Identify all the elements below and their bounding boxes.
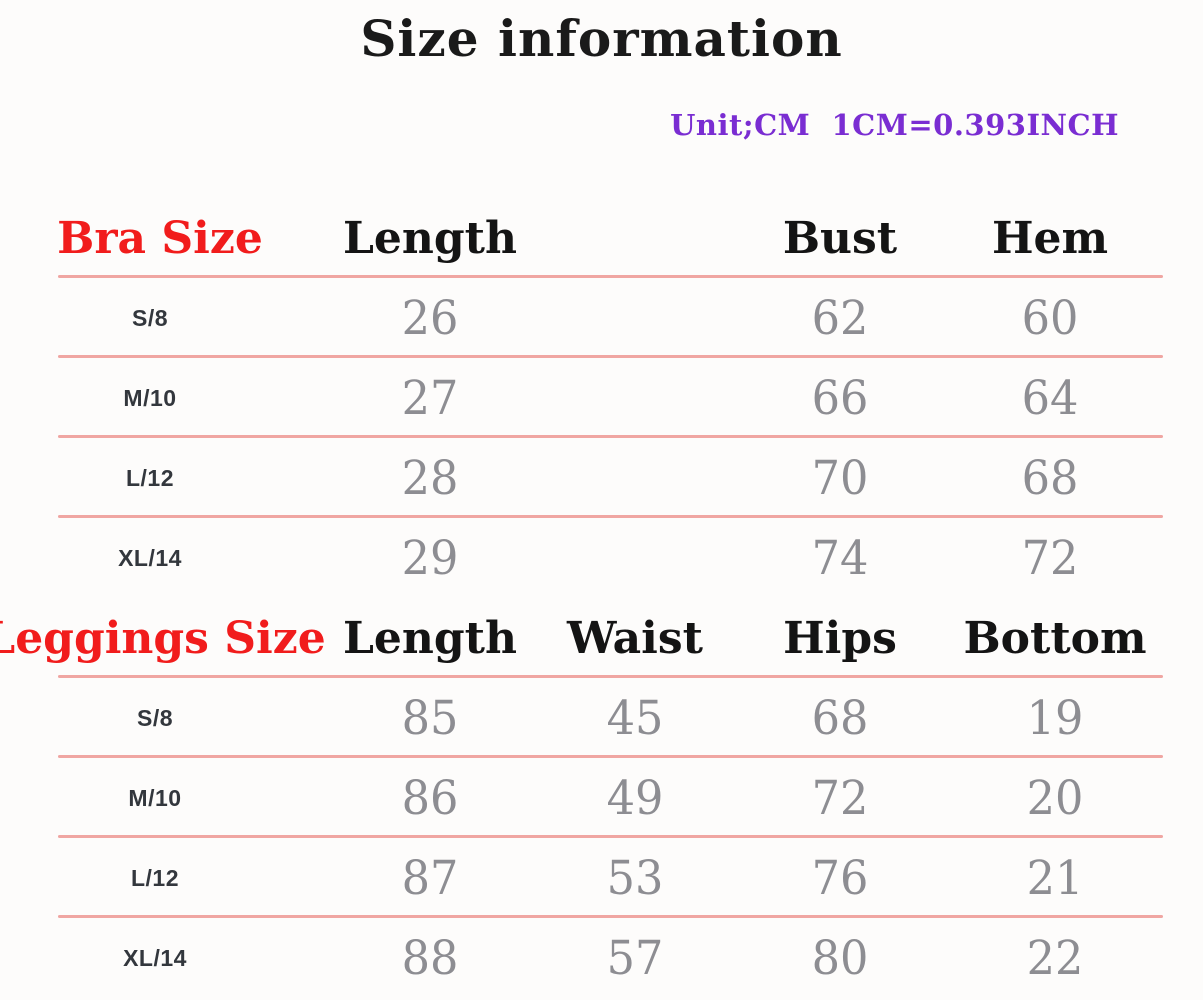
bra-size-label: M/10 [123,384,177,411]
leggings-size-label: L/12 [130,864,180,891]
bra-hem-value: 60 [1021,290,1079,346]
leggings-rows: S/8 85 45 68 19 M/10 86 49 72 20 L/12 87… [0,678,1203,998]
leggings-bottom-value: 20 [1026,770,1084,826]
leggings-length-value: 88 [401,930,459,986]
leggings-hips-value: 68 [811,690,869,746]
leggings-table-row: M/10 86 49 72 20 [0,758,1203,838]
leggings-length-value: 86 [401,770,459,826]
bra-size-label: S/8 [131,304,169,331]
leggings-size-table: Leggings Size Length Waist Hips Bottom S… [0,598,1203,998]
leggings-length-value: 85 [401,690,459,746]
leggings-waist-value: 49 [606,770,664,826]
bra-bust-value: 62 [811,290,869,346]
leggings-hips-value: 80 [811,930,869,986]
spacer [560,438,690,518]
bra-table-row: S/8 26 62 60 [0,278,1203,358]
leggings-table-row: L/12 87 53 76 21 [0,838,1203,918]
leggings-section-title: Leggings Size [0,612,326,664]
bra-section-title: Bra Size [57,212,263,264]
bra-table-row: XL/14 29 74 72 [0,518,1203,598]
leggings-waist-value: 45 [606,690,664,746]
leggings-table-row: XL/14 88 57 80 22 [0,918,1203,998]
leggings-hips-header: Hips [783,612,897,664]
bra-table-row: M/10 27 66 64 [0,358,1203,438]
bra-bust-value: 66 [811,370,869,426]
leggings-bottom-value: 19 [1026,690,1084,746]
leggings-header-row: Leggings Size Length Waist Hips Bottom [0,598,1203,678]
bra-length-value: 29 [401,530,459,586]
bra-size-table: Bra Size Length Bust Hem S/8 26 62 60 M/… [0,198,1203,598]
bra-hem-value: 64 [1021,370,1079,426]
bra-hem-header: Hem [991,212,1109,264]
bra-bust-value: 74 [811,530,869,586]
leggings-size-label: S/8 [136,704,174,731]
bra-bust-header: Bust [782,212,898,264]
leggings-waist-value: 53 [606,850,664,906]
spacer [560,278,690,358]
spacer [560,358,690,438]
bra-rows: S/8 26 62 60 M/10 27 66 64 L/12 28 70 68 [0,278,1203,598]
leggings-hips-value: 76 [811,850,869,906]
page-title: Size information [360,9,843,68]
bra-length-value: 28 [401,450,459,506]
leggings-size-label: M/10 [128,784,182,811]
leggings-bottom-value: 21 [1026,850,1084,906]
spacer [560,518,690,598]
bra-length-header: Length [342,212,517,264]
leggings-bottom-value: 22 [1026,930,1084,986]
leggings-table-row: S/8 85 45 68 19 [0,678,1203,758]
unit-note: Unit;CM 1CM=0.393INCH [670,108,1119,142]
leggings-length-header: Length [342,612,517,664]
leggings-waist-value: 57 [606,930,664,986]
bra-hem-value: 68 [1021,450,1079,506]
leggings-size-label: XL/14 [123,944,187,971]
leggings-bottom-header: Bottom [963,612,1147,664]
bra-header-row: Bra Size Length Bust Hem [0,198,1203,278]
leggings-waist-header: Waist [567,612,703,664]
bra-table-row: L/12 28 70 68 [0,438,1203,518]
leggings-hips-value: 72 [811,770,869,826]
bra-length-value: 26 [401,290,459,346]
leggings-length-value: 87 [401,850,459,906]
bra-bust-value: 70 [811,450,869,506]
bra-size-label: XL/14 [118,544,182,571]
bra-size-label: L/12 [125,464,175,491]
bra-length-value: 27 [401,370,459,426]
spacer [560,198,690,278]
bra-hem-value: 72 [1021,530,1079,586]
